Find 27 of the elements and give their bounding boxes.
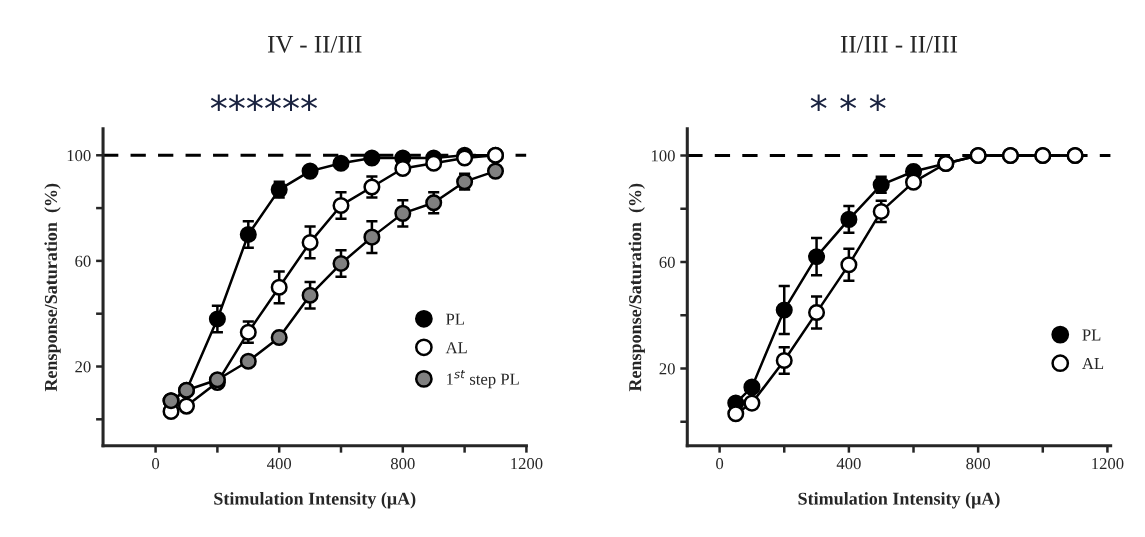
x-axis-title: Stimulation Intensity (μA) [214,492,416,509]
chart-title: IV - II/III [267,36,362,53]
y-tick-label: 100 [651,150,675,162]
y-tick-label: 20 [75,361,91,373]
legend-label: PL [1082,329,1101,341]
x-tick-label: 800 [390,458,415,470]
x-axis-title: Stimulation Intensity (μA) [798,492,1000,509]
x-tick-label: 0 [716,458,724,470]
legend-label: PL [446,313,464,325]
legend-label: AL [1082,357,1104,369]
x-tick-label: 1200 [1092,458,1124,470]
x-tick-label: 1200 [511,458,543,470]
y-axis-title: Rensponse/Saturation (%) [44,183,61,392]
legend-label: AL [445,342,467,354]
y-tick-label: 60 [659,256,675,268]
y-tick-label: 20 [659,363,675,375]
text: * * * [810,94,886,112]
x-tick-label: 400 [267,458,292,470]
y-tick-label: 100 [67,149,91,162]
legend-label: 1$^{st}$ step PL [447,370,519,389]
y-axis-title: Rensponse/Saturation (%) [628,183,645,392]
x-tick-label: 400 [836,458,861,470]
y-tick-label: 60 [75,255,91,267]
chart-title: II/III - II/III [840,36,958,53]
x-tick-label: 800 [966,458,991,470]
x-tick-label: 0 [152,458,160,470]
text: ****** [210,94,318,112]
